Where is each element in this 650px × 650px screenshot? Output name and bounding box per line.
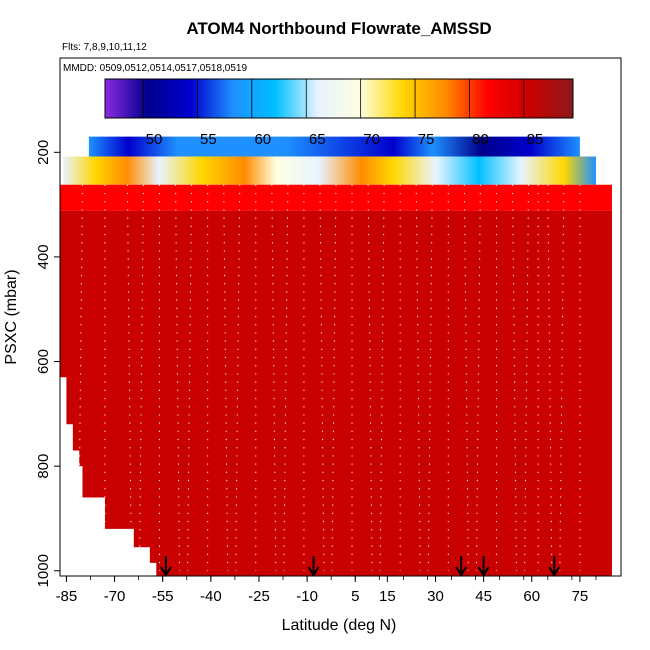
y-tick-label: 400: [35, 244, 52, 269]
colorbar-tick-label: 65: [309, 131, 326, 148]
y-axis-label: PSXC (mbar): [3, 269, 20, 364]
x-axis: -85 -70 -55 -40 -25 -10 5 15 30 45 60 75: [56, 576, 597, 605]
x-tick-label: -10: [296, 588, 318, 605]
x-tick-label: -40: [200, 588, 222, 605]
layer-transition: [63, 156, 596, 185]
y-tick-label: 200: [35, 140, 52, 165]
x-tick-label: 45: [475, 588, 492, 605]
x-tick-label: -70: [104, 588, 126, 605]
colorbar-tick-label: 75: [418, 131, 435, 148]
y-tick-label: 800: [35, 454, 52, 479]
colorbar-tick-label: 70: [363, 131, 380, 148]
heatmap-area: [60, 136, 612, 576]
sounding-marker-head: [477, 566, 490, 577]
dates-label: MMDD: 0509,0512,0514,0517,0518,0519: [63, 63, 247, 74]
colorbar-tick-label: 80: [472, 131, 489, 148]
x-tick-label: 30: [427, 588, 444, 605]
flights-label: Flts: 7,8,9,10,11,12: [62, 42, 147, 53]
x-tick-label: 5: [351, 588, 359, 605]
colorbar-tick-label: 50: [146, 131, 163, 148]
x-tick-label: -85: [56, 588, 78, 605]
y-axis: 200 400 600 800 1000: [35, 140, 60, 587]
sounding-markers: [160, 556, 561, 577]
colorbar: 50 55 60 65 70 75 80 85: [104, 78, 574, 148]
colorbar-tick-label: 55: [200, 131, 217, 148]
x-tick-label: 75: [572, 588, 589, 605]
colorbar-tick-label: 60: [254, 131, 271, 148]
x-tick-label: -55: [152, 588, 174, 605]
sounding-marker-head: [307, 566, 320, 577]
plot-frame: [59, 57, 622, 577]
x-tick-label: -25: [248, 588, 270, 605]
surface-mask: [60, 377, 157, 576]
layer-lower-upper: [60, 184, 612, 211]
layer-upper: [88, 136, 580, 157]
y-tick-label: 600: [35, 349, 52, 374]
sounding-marker-head: [548, 566, 561, 577]
chart-title: ATOM4 Northbound Flowrate_AMSSD: [186, 19, 491, 38]
colorbar-bar: [104, 78, 574, 119]
colorbar-tick-label: 85: [527, 131, 544, 148]
x-tick-label: 60: [523, 588, 540, 605]
sounding-marker-head: [160, 566, 172, 577]
y-tick-label: 1000: [35, 554, 52, 587]
x-tick-label: 15: [379, 588, 396, 605]
layer-bulk: [60, 210, 612, 576]
x-axis-label: Latitude (deg N): [282, 617, 397, 634]
sounding-marker-head: [455, 566, 468, 577]
